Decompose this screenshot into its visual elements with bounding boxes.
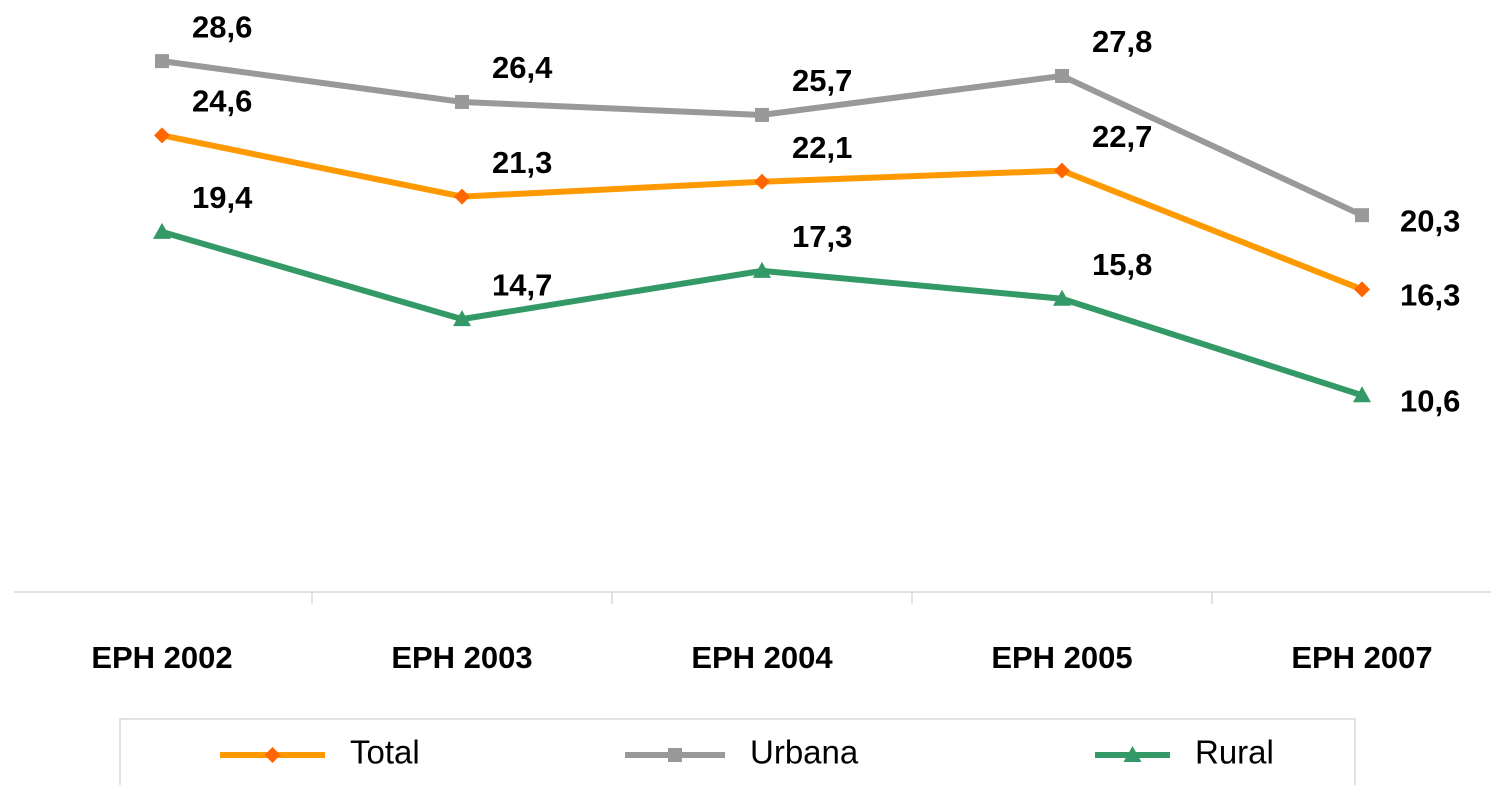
marker [753,261,771,278]
marker [154,127,170,144]
legend-label: Urbana [750,734,859,771]
marker [755,107,769,122]
x-tick-label: EPH 2005 [991,640,1132,675]
legend-marker [264,747,281,763]
marker [754,173,770,190]
marker [455,94,469,109]
data-label: 19,4 [192,180,253,215]
marker [153,222,171,239]
x-tick-label: EPH 2002 [91,640,232,675]
data-label: 22,7 [1092,119,1152,154]
marker [1053,289,1071,306]
x-tick-label: EPH 2003 [391,640,532,675]
data-label: 10,6 [1400,383,1460,418]
marker [1355,208,1369,223]
data-label: 21,3 [492,145,552,180]
legend-box [119,718,1356,785]
legend-marker [668,748,682,762]
series-line [161,58,1364,218]
marker [1054,162,1070,179]
legend-marker [1123,746,1142,762]
data-label: 27,8 [1092,24,1152,59]
x-tick-label: EPH 2004 [691,640,833,675]
data-label: 17,3 [792,219,852,254]
data-label: 26,4 [492,50,553,85]
legend-label: Total [350,734,420,771]
series-line [161,229,1363,399]
data-label: 14,7 [492,267,552,302]
marker [1055,68,1069,83]
data-label: 25,7 [792,63,852,98]
data-label: 16,3 [1400,278,1460,313]
data-label: 15,8 [1092,247,1152,282]
data-label: 24,6 [192,84,252,119]
marker [453,310,471,327]
marker [155,54,169,69]
data-label: 20,3 [1400,203,1460,238]
data-label: 22,1 [792,130,852,165]
marker [1353,386,1371,403]
marker [454,188,470,205]
data-label: 28,6 [192,9,252,44]
x-tick-label: EPH 2007 [1291,640,1432,675]
marker [1354,281,1370,298]
legend-label: Rural [1195,734,1274,771]
